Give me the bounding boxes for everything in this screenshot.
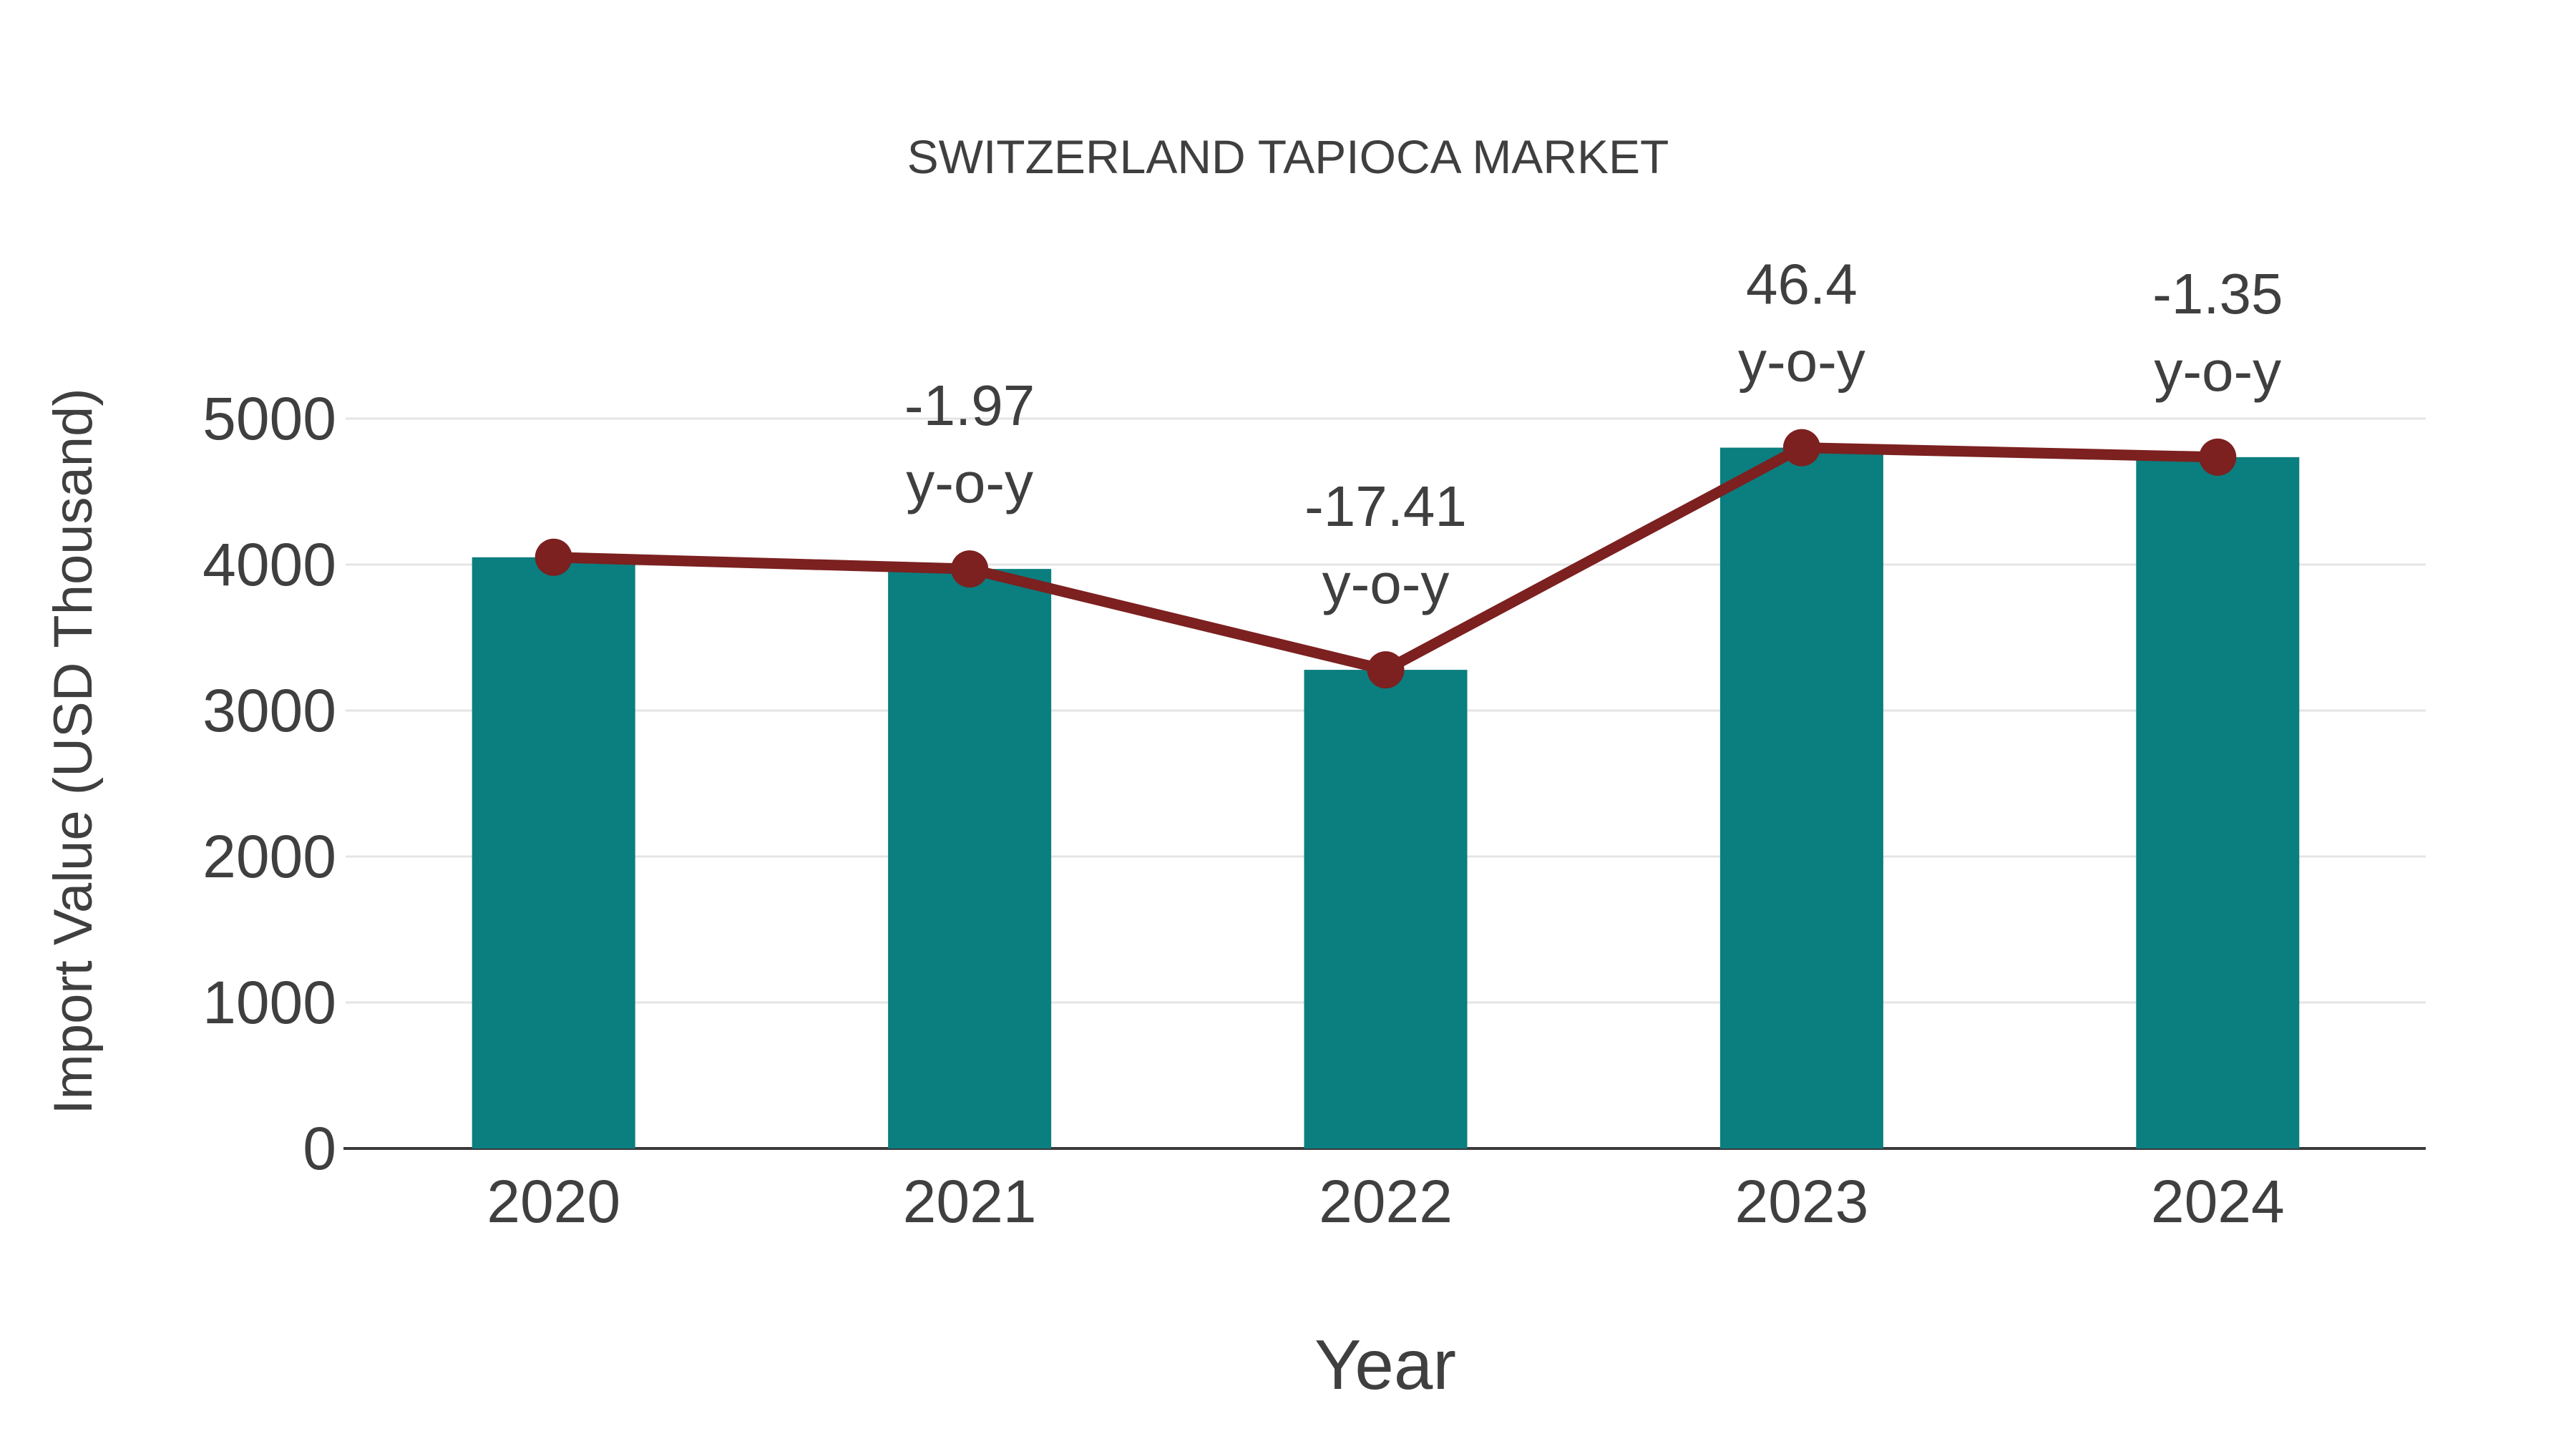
bar-2022 [1304,670,1468,1148]
ytick-label-4000: 4000 [203,531,336,598]
y-axis-tick-labels: 0 1000 2000 3000 4000 5000 [203,385,336,1182]
yoy-value-2024: -1.35 [2152,262,2283,326]
xtick-label-2023: 2023 [1735,1168,1868,1235]
trend-line-markers [535,429,2237,689]
trend-marker-2024 [2199,438,2237,476]
yoy-suffix-2021: y-o-y [906,451,1033,514]
bar-2020 [472,557,635,1148]
x-axis-tick-labels: 2020 2021 2022 2023 2024 [487,1168,2284,1235]
ytick-label-3000: 3000 [203,677,336,744]
trend-marker-2021 [951,550,989,588]
ytick-label-1000: 1000 [203,969,336,1036]
y-axis-title: Import Value (USD Thousand) [43,388,104,1114]
bar-2023 [1719,447,1883,1148]
chart-title: SWITZERLAND TAPIOCA MARKET [907,130,1669,183]
xtick-label-2020: 2020 [487,1168,620,1235]
yoy-value-2021: -1.97 [904,374,1035,437]
xtick-label-2022: 2022 [1319,1168,1453,1235]
trend-marker-2023 [1782,429,1820,467]
xtick-label-2021: 2021 [903,1168,1037,1235]
trend-marker-2020 [535,538,572,576]
yoy-value-2023: 46.4 [1746,253,1858,316]
yoy-annotations: -1.97 y-o-y -17.41 y-o-y 46.4 y-o-y -1.35 y-o-y [904,253,2283,615]
bar-series [472,447,2300,1148]
yoy-suffix-2022: y-o-y [1322,552,1450,615]
yoy-suffix-2024: y-o-y [2154,339,2281,403]
ytick-label-2000: 2000 [203,823,336,890]
yoy-suffix-2023: y-o-y [1738,330,1865,394]
xtick-label-2024: 2024 [2151,1168,2285,1235]
bar-2021 [888,569,1052,1148]
yoy-value-2022: -17.41 [1304,474,1467,538]
ytick-label-0: 0 [303,1115,336,1182]
x-axis-title: Year [1314,1325,1456,1404]
bar-2024 [2136,457,2300,1148]
trend-marker-2022 [1367,651,1405,689]
ytick-label-5000: 5000 [203,385,336,452]
